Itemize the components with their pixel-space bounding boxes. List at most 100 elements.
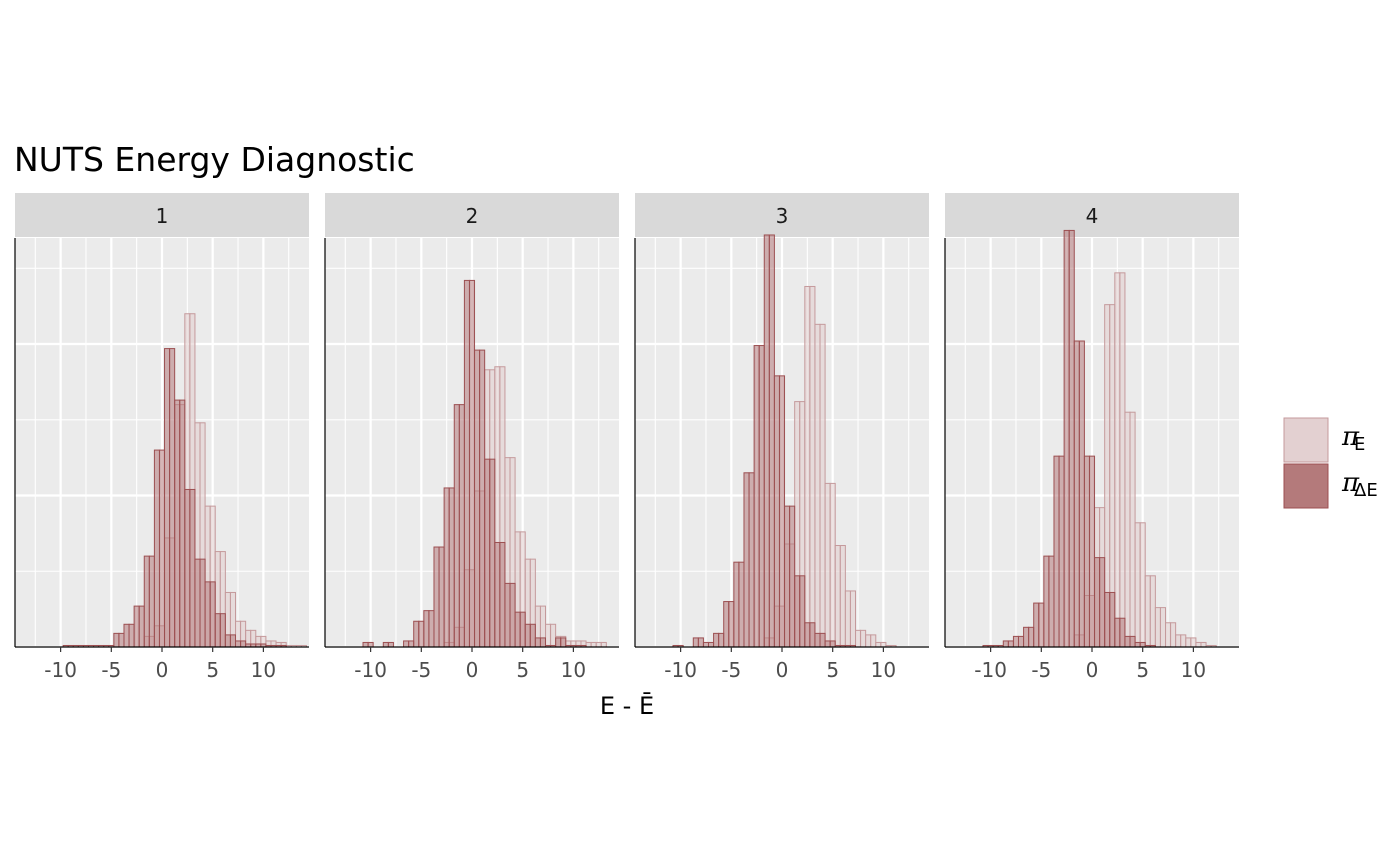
histogram-bar — [229, 634, 236, 648]
histogram-bar — [1170, 622, 1177, 648]
histogram-bar — [708, 641, 715, 648]
histogram-bar — [768, 234, 775, 648]
histogram-bar — [773, 375, 780, 648]
histogram-bar — [1185, 637, 1192, 648]
histogram-bar — [733, 561, 740, 648]
histogram-bar — [743, 472, 750, 648]
histogram-bar — [1088, 455, 1096, 648]
histogram-bar — [1134, 522, 1141, 648]
facet-strip-label: 4 — [1086, 204, 1099, 228]
histogram-bar — [829, 640, 836, 648]
histogram-bar — [184, 488, 191, 648]
histogram-bar — [1109, 591, 1116, 648]
facet-panel-1: 1 -10 -5 0 5 10 — [14, 193, 309, 682]
histogram-bar — [1002, 640, 1009, 648]
histogram-bar — [1104, 591, 1111, 648]
histogram-bar — [1038, 602, 1045, 648]
histogram-bar — [702, 641, 709, 648]
histogram-bar — [789, 505, 796, 648]
x-axis-title: E - Ē — [600, 691, 654, 720]
histogram-bar — [529, 623, 536, 648]
histogram-bar — [590, 641, 597, 648]
histogram-bar — [1165, 622, 1172, 648]
histogram-bar — [474, 349, 481, 648]
histogram-bar — [550, 623, 557, 648]
histogram-bar — [585, 641, 592, 648]
histogram-bar — [1200, 641, 1207, 648]
histogram-bar — [1129, 411, 1136, 648]
x-tick-label: 5 — [826, 658, 839, 682]
histogram-bar — [728, 601, 735, 648]
histogram-bar — [1073, 340, 1080, 648]
histogram-bar — [824, 482, 831, 648]
histogram-bar — [799, 575, 806, 648]
histogram-bar — [870, 634, 877, 648]
histogram-bar — [1119, 272, 1126, 648]
histogram-bar — [1144, 575, 1151, 648]
x-tick-label: 0 — [156, 658, 169, 682]
facet-panel-2: 2 -10 -5 0 5 10 — [324, 193, 619, 682]
histogram-bar — [539, 637, 546, 648]
histogram-bar — [1124, 635, 1131, 648]
facet-strip-label: 3 — [776, 204, 789, 228]
histogram-bar — [1099, 557, 1106, 648]
histogram-bar — [113, 632, 120, 648]
histogram-bar — [489, 458, 496, 648]
histogram-bar — [1190, 637, 1197, 648]
histogram-bar — [484, 458, 491, 648]
histogram-bar — [560, 637, 567, 648]
histogram-bar — [123, 623, 130, 648]
histogram-bar — [692, 637, 699, 648]
histogram-bar — [418, 620, 425, 648]
histogram-bar — [479, 349, 486, 648]
histogram-bar — [865, 634, 872, 648]
histogram-bar — [1119, 617, 1126, 648]
histogram-bar — [1129, 635, 1136, 648]
histogram-bar — [158, 449, 166, 648]
histogram-bar — [169, 348, 176, 648]
x-tick-label: 10 — [561, 658, 586, 682]
histogram-bar — [235, 640, 242, 648]
histogram-bar — [809, 285, 816, 648]
histogram-bar — [453, 404, 460, 648]
histogram-bar — [809, 622, 816, 648]
histogram-bar — [1058, 455, 1065, 648]
histogram-bar — [509, 582, 516, 648]
x-tick-label: 0 — [466, 658, 479, 682]
histogram-bar — [855, 629, 862, 648]
histogram-bar — [1078, 340, 1085, 648]
histogram-bar — [408, 640, 415, 648]
histogram-bar — [148, 555, 155, 648]
histogram-bar — [860, 629, 867, 648]
histogram-bar — [697, 637, 704, 648]
histogram-bar — [1053, 455, 1060, 648]
x-tick-label: -5 — [721, 658, 741, 682]
histogram-bar — [1149, 575, 1156, 648]
histogram-bar — [1114, 272, 1121, 648]
histogram-bar — [387, 641, 394, 648]
histogram-bar — [458, 404, 465, 648]
histogram-bar — [753, 345, 760, 648]
histogram-bar — [128, 623, 135, 648]
x-tick-label: -10 — [664, 658, 697, 682]
x-tick-label: -5 — [1031, 658, 1051, 682]
histogram-bar — [829, 482, 836, 648]
histogram-bar — [784, 505, 791, 648]
legend-key — [1283, 463, 1329, 509]
x-tick-label: 10 — [1181, 658, 1206, 682]
histogram-bar — [468, 279, 476, 648]
histogram-bar — [1154, 607, 1161, 648]
histogram-bar — [367, 641, 374, 648]
histogram-bar — [133, 605, 140, 648]
x-tick-label: 5 — [206, 658, 219, 682]
x-tick-label: 0 — [1086, 658, 1099, 682]
histogram-bar — [1007, 640, 1014, 648]
facet-panel-3: 3 -10 -5 0 5 10 — [634, 193, 929, 682]
histogram-bar — [880, 641, 887, 648]
histogram-bar — [1063, 229, 1070, 648]
histogram-bar — [875, 641, 882, 648]
histogram-bar — [138, 605, 145, 648]
histogram-bar — [403, 640, 410, 648]
histogram-bar — [763, 234, 770, 648]
